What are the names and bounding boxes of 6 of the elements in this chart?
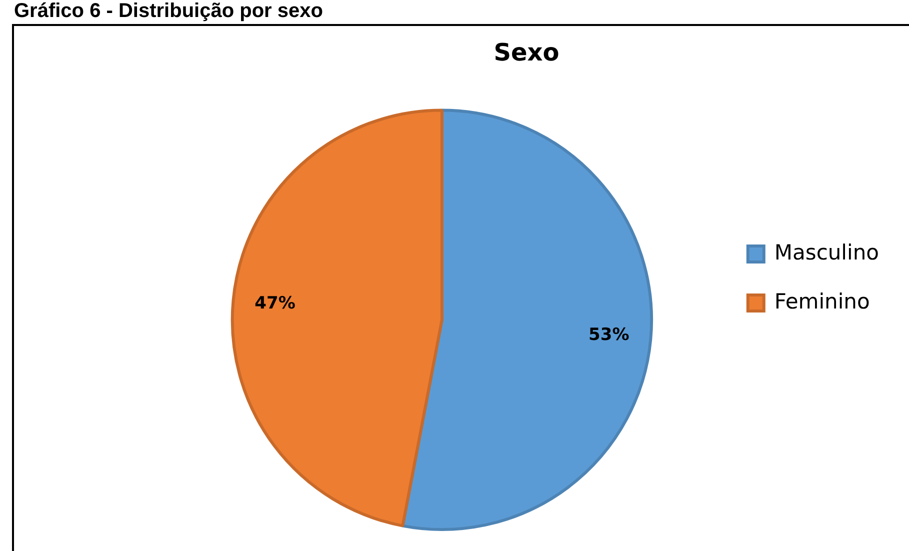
legend-label: Feminino xyxy=(774,289,870,314)
data-label: 53% xyxy=(588,325,630,346)
chart-title: Sexo xyxy=(494,38,560,67)
text: Gráfico 6 - Distribuição por sexo xyxy=(14,0,323,22)
data-label: 47% xyxy=(254,294,296,314)
legend-label: Masculino xyxy=(774,240,880,264)
